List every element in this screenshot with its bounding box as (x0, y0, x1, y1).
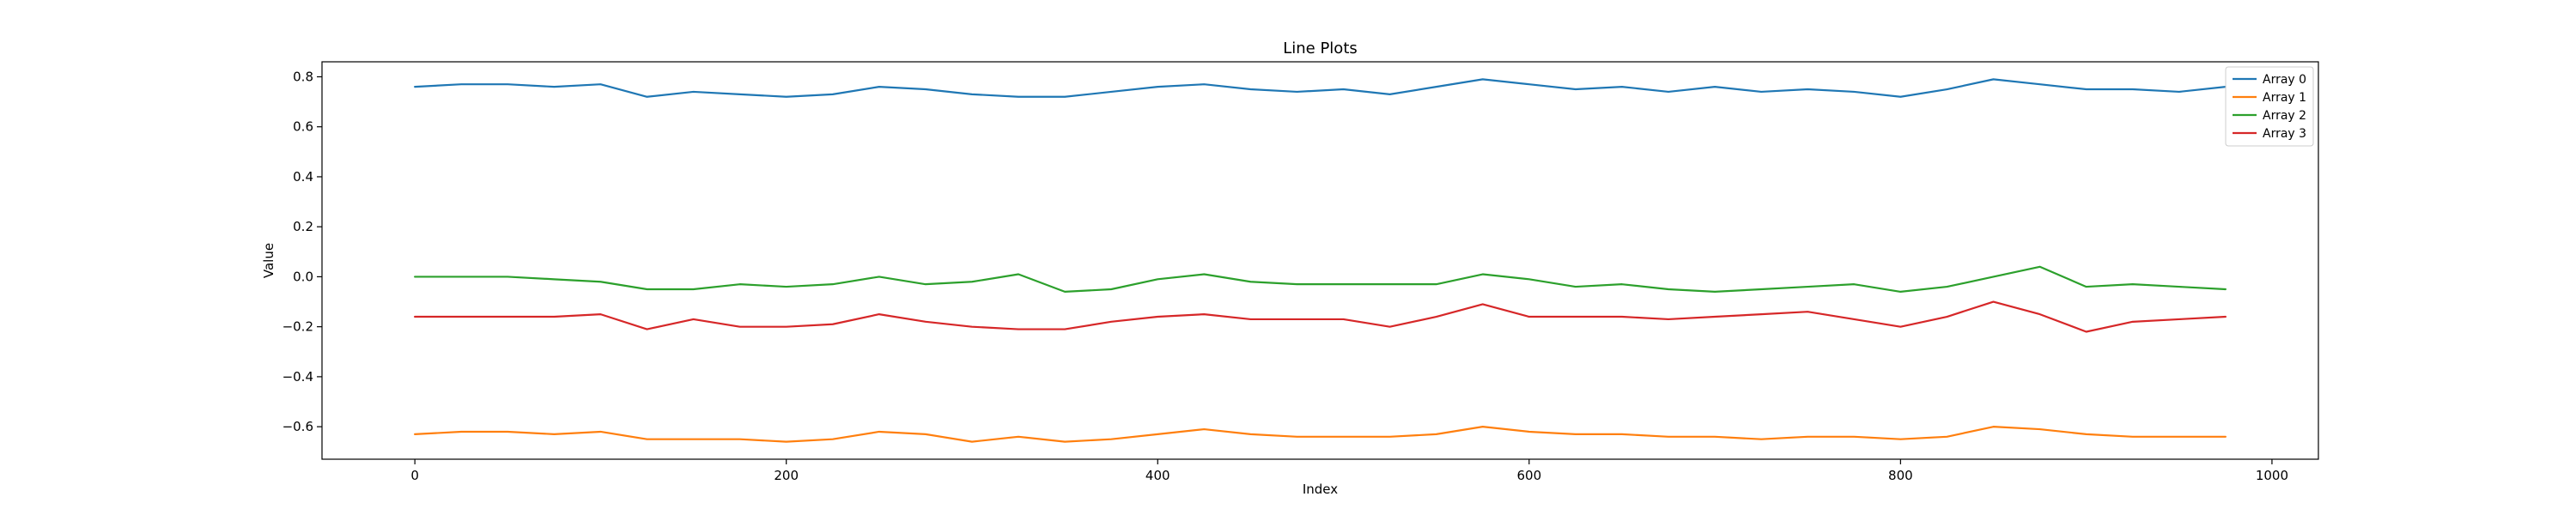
series-line-1 (414, 426, 2227, 443)
x-axis: 0 200 400 600 800 1000 (410, 459, 2288, 483)
legend-label: Array 2 (2263, 109, 2306, 123)
y-tick-label: −0.2 (283, 319, 313, 335)
x-tick-label: 1000 (2256, 468, 2288, 483)
series-line-0 (414, 78, 2227, 98)
legend-box (2225, 66, 2314, 147)
x-axis-title: Index (1303, 482, 1338, 497)
y-axis-title: Value (261, 243, 276, 278)
y-tick-label: 0.4 (293, 169, 313, 185)
y-tick-label: −0.6 (283, 419, 313, 434)
x-tick-label: 200 (774, 468, 799, 483)
legend-label: Array 1 (2263, 91, 2306, 105)
y-tick-label: 0.8 (293, 69, 313, 84)
y-tick-label: −0.4 (283, 369, 313, 385)
y-tick-label: 0.0 (293, 269, 313, 284)
x-tick-label: 400 (1145, 468, 1170, 483)
x-tick-label: 0 (410, 468, 419, 483)
legend: Array 0 Array 1 Array 2 Array 3 (2225, 66, 2314, 147)
y-axis: −0.6 −0.4 −0.2 0.0 0.2 0.4 0.6 0.8 (283, 69, 322, 434)
y-tick-label: 0.2 (293, 219, 313, 234)
legend-label: Array 3 (2263, 127, 2306, 141)
series-line-3 (414, 300, 2227, 333)
plot-frame (321, 61, 2319, 460)
x-tick-label: 600 (1516, 468, 1541, 483)
plot-area (321, 61, 2319, 460)
series-line-2 (414, 265, 2227, 293)
legend-label: Array 0 (2263, 73, 2306, 87)
y-tick-label: 0.6 (293, 119, 313, 135)
chart-title: Line Plots (1283, 39, 1358, 58)
x-tick-label: 800 (1888, 468, 1913, 483)
